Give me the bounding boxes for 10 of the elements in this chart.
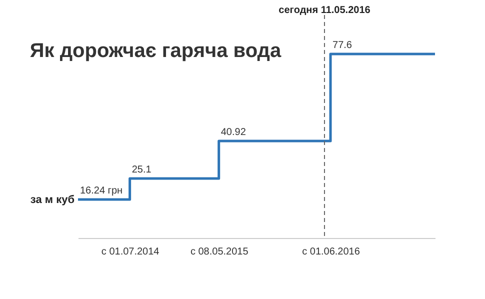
data-label: 40.92 [220, 126, 246, 138]
x-tick-label: с 01.07.2014 [101, 246, 160, 258]
chart-title: Як дорожчає гаряча вода [30, 40, 282, 62]
x-tick-label: с 08.05.2015 [190, 246, 249, 258]
y-axis-title: за м куб [30, 194, 75, 206]
x-tick-label: с 01.06.2016 [302, 246, 360, 258]
data-label: 25.1 [132, 164, 152, 176]
data-label: 16.24 грн [80, 185, 123, 196]
data-label: 77.6 [332, 40, 352, 51]
ref-line-label: сегодня 11.05.2016 [278, 5, 371, 16]
